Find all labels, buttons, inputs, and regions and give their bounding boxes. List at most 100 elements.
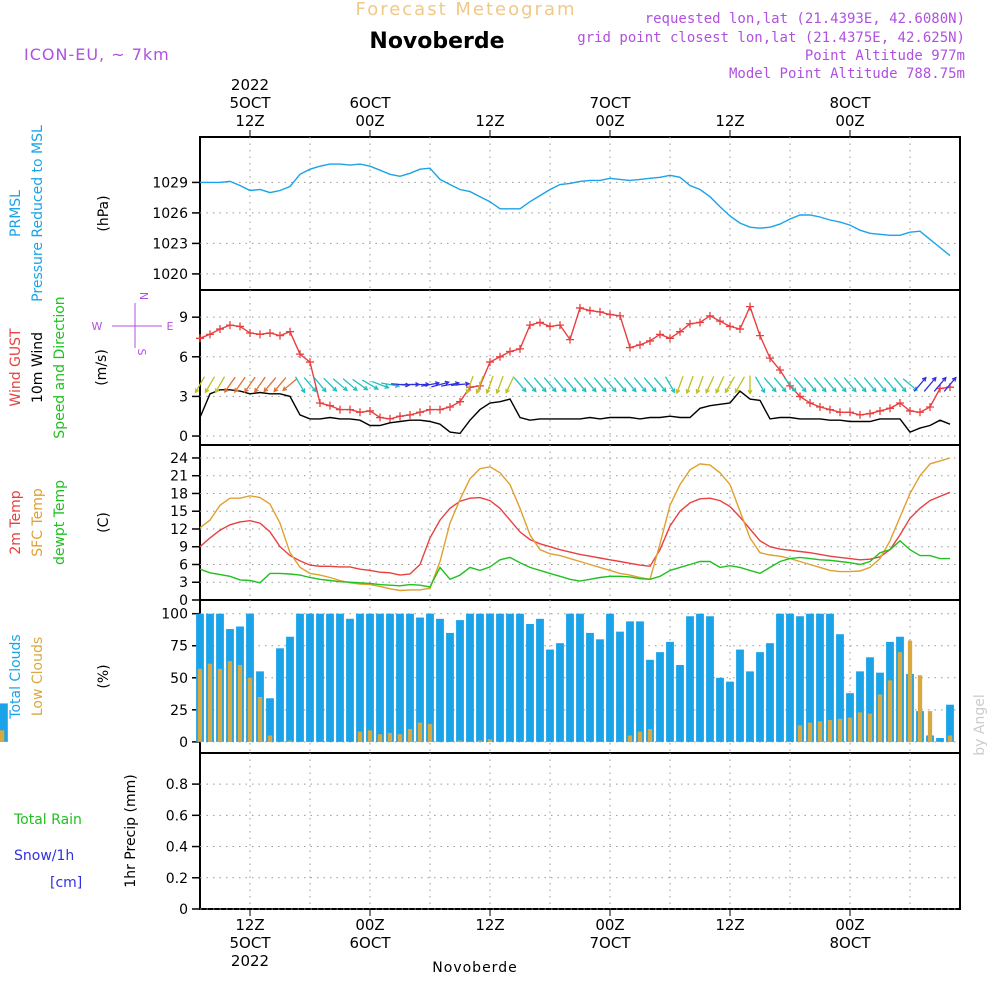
wind-arrowhead bbox=[861, 387, 867, 393]
bar-total-cloud bbox=[806, 613, 814, 742]
wind-arrowhead bbox=[821, 387, 827, 393]
wind-arrowhead bbox=[434, 381, 441, 386]
bar-total-cloud bbox=[276, 648, 284, 742]
series-line-wind-gust bbox=[199, 304, 951, 420]
top-time-label: 12Z bbox=[475, 112, 504, 130]
bar-total-cloud bbox=[786, 613, 794, 742]
requested-coords: requested lon,lat (21.4393E, 42.6080N) bbox=[645, 11, 965, 27]
y-tick-label: 24 bbox=[170, 451, 188, 467]
bar-total-cloud bbox=[746, 671, 754, 742]
bar-low-cloud bbox=[947, 735, 953, 742]
wind-arrowhead bbox=[670, 388, 676, 394]
wind-arrow bbox=[352, 378, 368, 391]
bar-total-cloud bbox=[816, 613, 824, 742]
bar-low-cloud bbox=[627, 735, 633, 742]
bar-total-cloud bbox=[656, 652, 664, 742]
wind-arrowhead bbox=[724, 388, 730, 394]
gust-marker bbox=[716, 317, 724, 326]
wind-arrowhead bbox=[734, 388, 740, 394]
bar-low-cloud bbox=[647, 729, 653, 742]
wind-arrow bbox=[754, 376, 766, 393]
wind-arrowhead bbox=[851, 387, 857, 393]
wind-arrowhead bbox=[641, 387, 647, 393]
bar-total-cloud bbox=[646, 659, 654, 742]
gust-marker bbox=[416, 408, 424, 417]
gust-marker bbox=[336, 405, 344, 414]
wind-arrow bbox=[282, 378, 298, 391]
y-tick-label: 1023 bbox=[152, 236, 188, 252]
gust-marker bbox=[286, 327, 294, 336]
bar-total-cloud bbox=[456, 620, 464, 742]
wind-arrowhead bbox=[891, 387, 897, 393]
panel-unit: (m/s) bbox=[94, 349, 110, 386]
wind-arrowhead bbox=[791, 387, 797, 393]
wind-arrow bbox=[763, 377, 777, 392]
wind-arrowhead bbox=[951, 376, 957, 382]
gust-marker bbox=[326, 401, 334, 410]
panel-clouds: 0 25 50 75 100 Total Clouds Low Clouds (%) bbox=[0, 599, 961, 754]
bar-total-cloud bbox=[616, 631, 624, 742]
wind-arrow bbox=[902, 378, 918, 391]
wind-arrow bbox=[381, 382, 399, 387]
panel-label: Total Clouds bbox=[8, 634, 24, 719]
y-tick-label: 21 bbox=[170, 469, 188, 485]
y-tick-label: 9 bbox=[179, 540, 188, 556]
gust-marker bbox=[436, 405, 444, 414]
wind-arrow bbox=[421, 382, 439, 387]
y-tick-label: 1026 bbox=[152, 206, 188, 222]
wind-arrowhead bbox=[352, 386, 358, 392]
gust-marker bbox=[706, 311, 714, 320]
wind-arrow bbox=[696, 375, 704, 394]
gust-marker bbox=[546, 322, 554, 331]
bar-total-cloud bbox=[826, 613, 834, 742]
gust-marker bbox=[816, 402, 824, 411]
gust-marker bbox=[496, 352, 504, 361]
gust-marker bbox=[666, 334, 674, 343]
wind-arrowhead bbox=[282, 386, 288, 392]
gust-marker bbox=[916, 408, 924, 417]
bar-low-cloud bbox=[807, 722, 813, 742]
wind-arrowhead bbox=[601, 387, 607, 393]
bar-total-cloud bbox=[726, 681, 734, 742]
bar-low-cloud bbox=[877, 694, 883, 742]
gust-marker bbox=[586, 306, 594, 315]
wind-arrowhead bbox=[941, 376, 947, 382]
bar-low-cloud bbox=[427, 723, 433, 742]
bar-total-cloud bbox=[936, 738, 944, 742]
wind-arrowhead bbox=[760, 388, 766, 394]
bottom-time-label: 12Z bbox=[475, 916, 504, 934]
wind-arrowhead bbox=[591, 387, 597, 393]
top-time-label: 7OCT bbox=[590, 94, 632, 112]
bottom-time-label: 5OCT bbox=[230, 934, 272, 952]
wind-arrowhead bbox=[871, 387, 877, 393]
series-line-2m-temp bbox=[199, 491, 951, 576]
panel-precip: 0 0.2 0.4 0.6 0.8 Total Rain Snow/1h [cm] 1hr Pr… bbox=[13, 752, 961, 918]
gust-marker bbox=[276, 331, 284, 340]
wind-arrowhead bbox=[321, 387, 327, 393]
bar-low-cloud bbox=[287, 740, 293, 742]
wind-arrow bbox=[913, 377, 927, 392]
bottom-time-label: 12Z bbox=[235, 916, 264, 934]
wind-arrowhead bbox=[495, 388, 501, 395]
bar-low-cloud bbox=[267, 735, 273, 742]
gust-marker bbox=[806, 399, 814, 408]
wind-arrowhead bbox=[685, 388, 691, 395]
y-tick-label: 75 bbox=[170, 639, 188, 655]
panel-frame bbox=[199, 444, 961, 601]
wind-arrow bbox=[254, 376, 266, 393]
bar-total-cloud bbox=[546, 649, 554, 742]
wind-arrowhead bbox=[912, 386, 918, 392]
wind-arrowhead bbox=[485, 388, 491, 395]
gust-marker bbox=[576, 303, 584, 312]
panel-unit: (C) bbox=[96, 512, 112, 533]
bar-total-cloud bbox=[496, 613, 504, 742]
bar-total-cloud bbox=[426, 613, 434, 742]
y-tick-label: 100 bbox=[161, 607, 188, 623]
wind-arrow bbox=[523, 377, 537, 392]
wind-arrowhead bbox=[254, 387, 259, 394]
bar-total-cloud bbox=[856, 671, 864, 742]
wind-arrow bbox=[361, 379, 379, 390]
wind-arrowhead bbox=[263, 387, 269, 393]
wind-arrow bbox=[664, 376, 676, 393]
wind-arrowhead bbox=[465, 388, 471, 395]
